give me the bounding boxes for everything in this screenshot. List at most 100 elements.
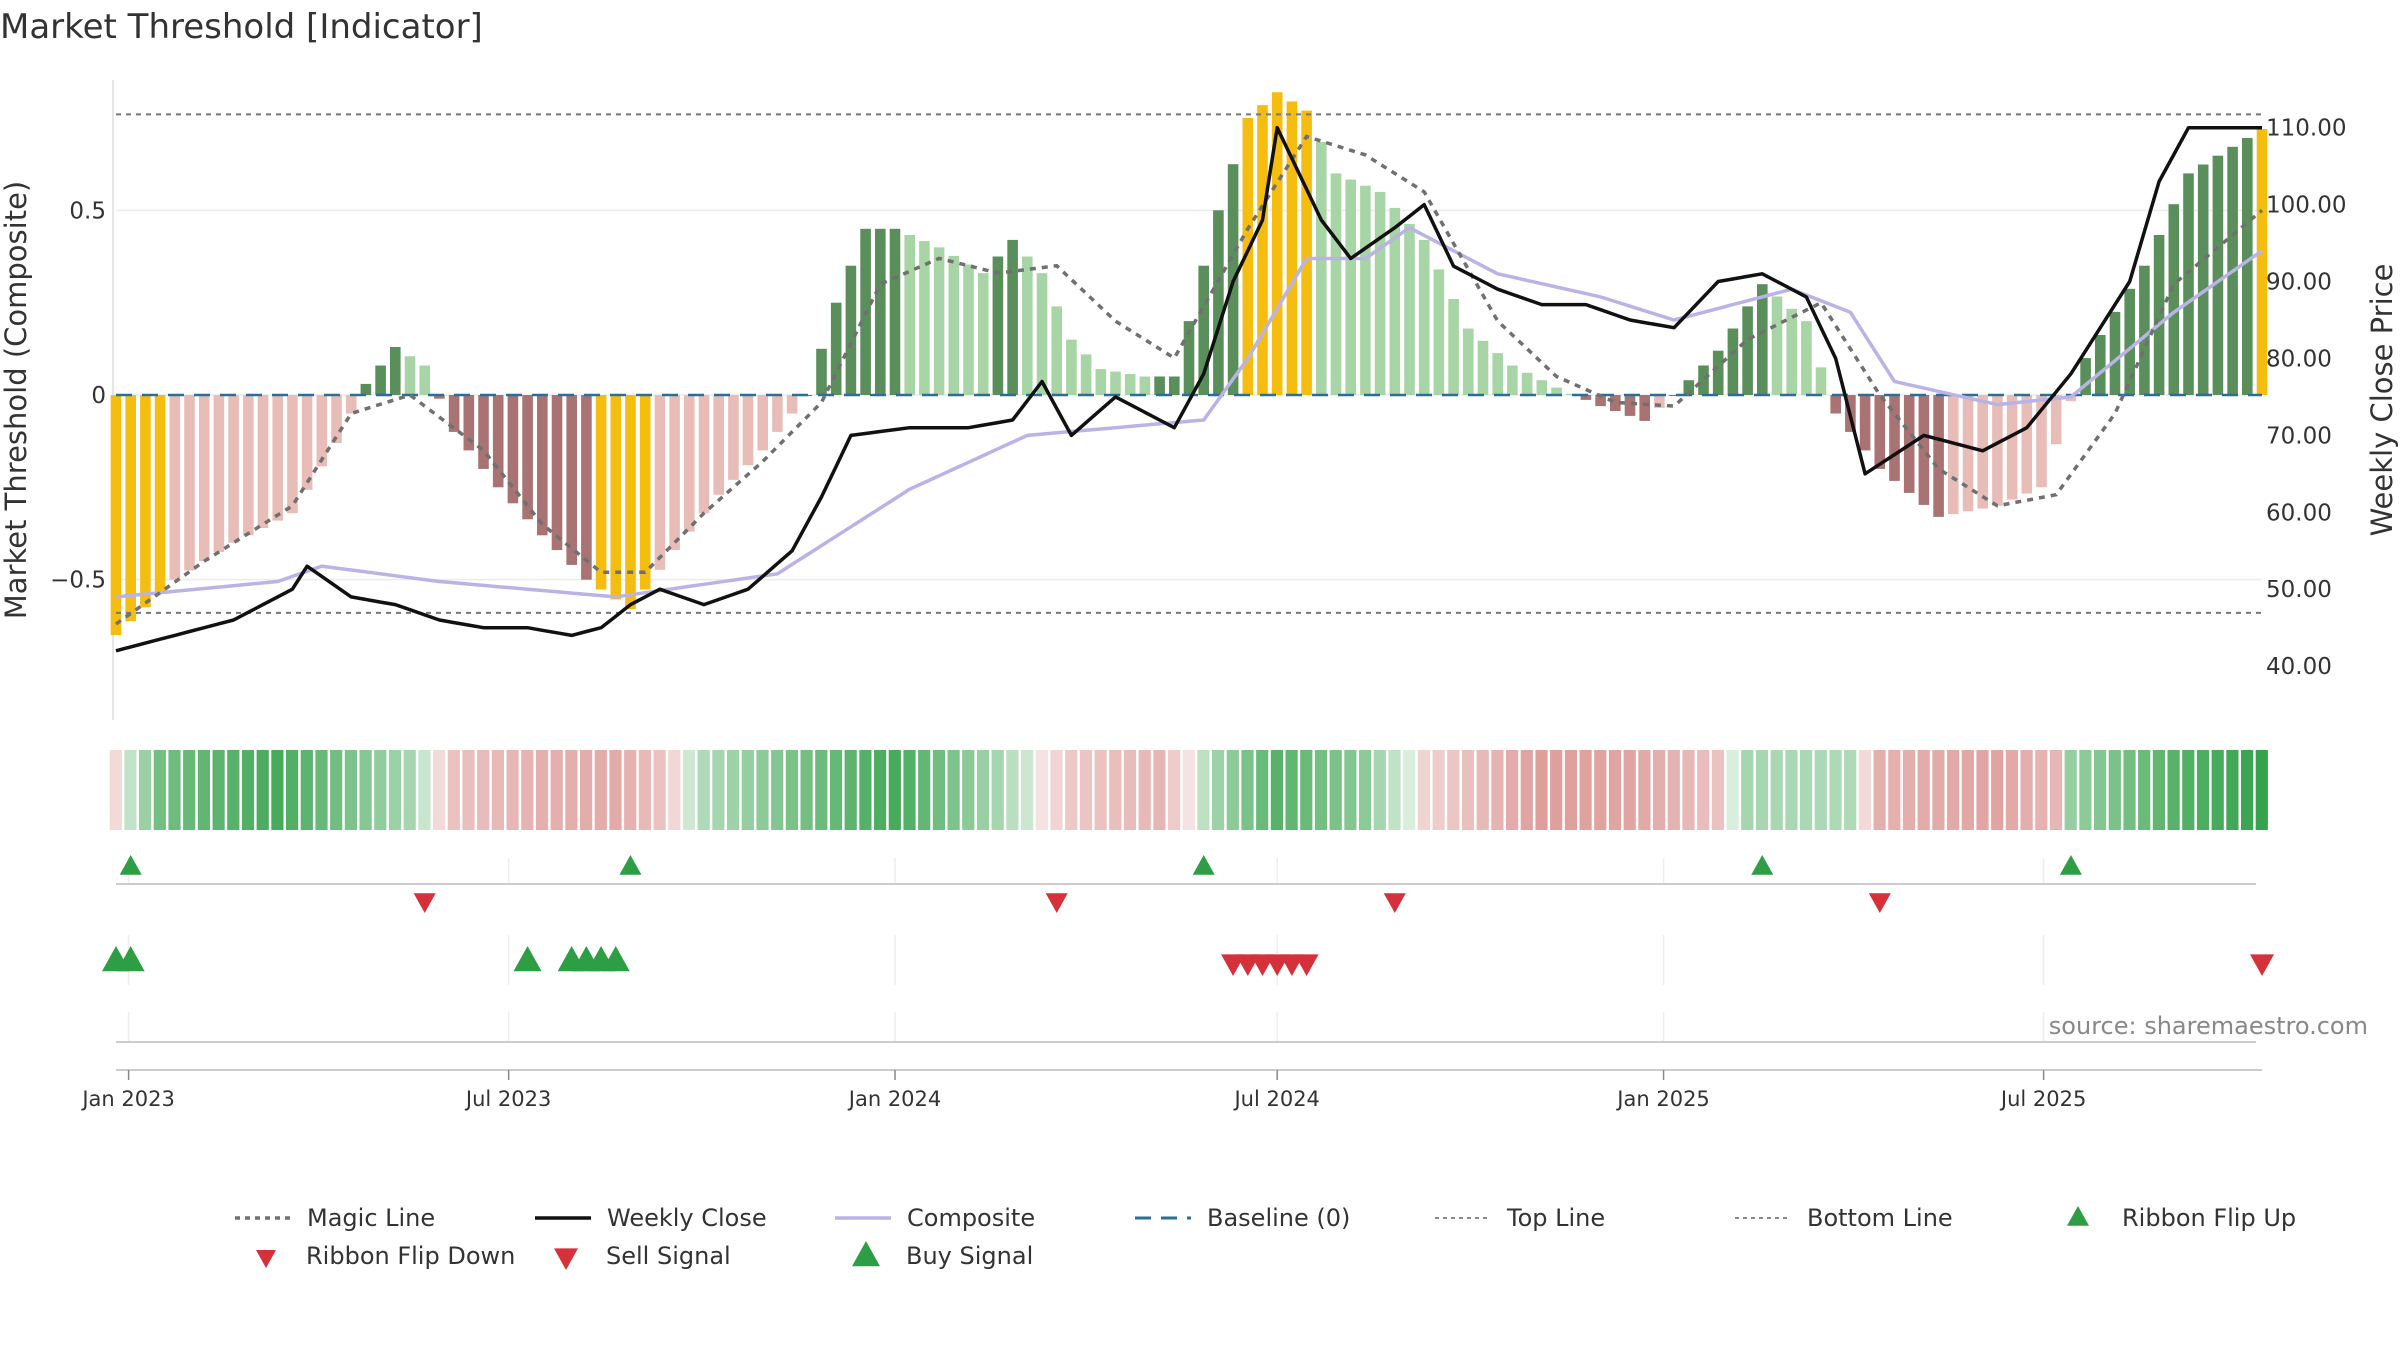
composite-bar-22 bbox=[434, 395, 445, 399]
ribbon-cell-17 bbox=[359, 750, 372, 830]
ribbon-cell-55 bbox=[918, 750, 931, 830]
buy-signal-marker-2 bbox=[513, 946, 542, 972]
ribbon-cell-41 bbox=[712, 750, 725, 830]
composite-bar-60 bbox=[992, 256, 1004, 395]
ribbon-cell-43 bbox=[741, 750, 754, 830]
ribbon-cell-14 bbox=[315, 750, 328, 830]
composite-bar-75 bbox=[1213, 210, 1224, 395]
ribbon-cell-145 bbox=[2241, 750, 2254, 830]
composite-bar-98 bbox=[1551, 387, 1562, 395]
ribbon-cell-98 bbox=[1550, 750, 1563, 830]
ribbon-cell-131 bbox=[2035, 750, 2048, 830]
composite-bar-105 bbox=[1654, 395, 1665, 408]
ribbon-cell-123 bbox=[1917, 750, 1930, 830]
ribbon-cell-9 bbox=[241, 750, 255, 830]
ribbon-cell-116 bbox=[1814, 750, 1827, 830]
legend-item-flipdown: Ribbon Flip Down bbox=[256, 1242, 515, 1270]
ribbon-cell-29 bbox=[535, 750, 549, 830]
ribbon-cell-67 bbox=[1094, 750, 1107, 830]
composite-bar-88 bbox=[1404, 223, 1415, 395]
legend-item-flipup: Ribbon Flip Up bbox=[2067, 1204, 2296, 1232]
ribbon-cell-68 bbox=[1109, 750, 1122, 830]
ribbon-cell-39 bbox=[682, 750, 696, 830]
composite-bar-125 bbox=[1948, 395, 1959, 515]
composite-bar-10 bbox=[257, 395, 269, 528]
signal-panel bbox=[102, 935, 2274, 985]
x-tick-label-5: Jul 2025 bbox=[1999, 1087, 2086, 1111]
composite-bar-58 bbox=[963, 264, 974, 395]
composite-bar-67 bbox=[1095, 369, 1107, 395]
composite-bar-77 bbox=[1242, 118, 1254, 395]
ribbon-cell-126 bbox=[1961, 750, 1974, 830]
ribbon-cell-89 bbox=[1417, 750, 1430, 830]
right-tick-label-4: 80.00 bbox=[2266, 346, 2332, 372]
ribbon-cell-91 bbox=[1447, 750, 1460, 830]
legend-label-sell: Sell Signal bbox=[606, 1242, 731, 1270]
composite-bar-57 bbox=[948, 255, 960, 395]
composite-bar-78 bbox=[1257, 105, 1268, 395]
composite-bar-99 bbox=[1565, 393, 1577, 395]
composite-bar-54 bbox=[904, 235, 915, 395]
weekly-close-line bbox=[115, 125, 2262, 653]
ribbon-cell-83 bbox=[1329, 750, 1342, 830]
ribbon-cell-8 bbox=[227, 750, 240, 830]
ribbon-cell-66 bbox=[1079, 750, 1092, 830]
ribbon-cell-78 bbox=[1256, 750, 1269, 830]
composite-bar-100 bbox=[1580, 395, 1592, 400]
left-axis-label: Market Threshold (Composite) bbox=[0, 181, 33, 619]
ribbon-cell-19 bbox=[388, 750, 402, 830]
ribbon-cell-18 bbox=[374, 750, 387, 830]
legend-item-bottom: Bottom Line bbox=[1735, 1204, 1953, 1232]
ribbon-flip-down-marker-1 bbox=[1045, 893, 1068, 913]
composite-bar-43 bbox=[742, 395, 754, 466]
ribbon-cell-22 bbox=[433, 750, 446, 830]
composite-bar-72 bbox=[1169, 376, 1180, 395]
ribbon-cell-63 bbox=[1035, 750, 1048, 830]
composite-bar-137 bbox=[2124, 288, 2135, 395]
legend-sell-icon bbox=[554, 1248, 578, 1270]
composite-bar-19 bbox=[390, 347, 401, 395]
ribbon-cell-110 bbox=[1726, 750, 1739, 830]
ribbon-cell-15 bbox=[330, 750, 343, 830]
ribbon-cell-6 bbox=[197, 750, 210, 830]
ribbon-cell-102 bbox=[1608, 750, 1622, 830]
composite-bar-65 bbox=[1066, 339, 1077, 395]
composite-bar-96 bbox=[1521, 372, 1533, 395]
ribbon-cell-128 bbox=[1991, 750, 2004, 830]
magic-line bbox=[114, 134, 2264, 626]
composite-bar-48 bbox=[816, 348, 827, 395]
composite-bar-80 bbox=[1286, 101, 1298, 396]
ribbon-flip-panel bbox=[116, 855, 2256, 913]
composite-bar-115 bbox=[1801, 321, 1812, 395]
x-tick-label-0: Jan 2023 bbox=[80, 1087, 175, 1111]
ribbon-cell-13 bbox=[300, 750, 313, 830]
composite-bar-93 bbox=[1477, 340, 1489, 395]
composite-bar-25 bbox=[478, 395, 489, 469]
composite-bar-68 bbox=[1110, 371, 1121, 395]
ribbon-cell-132 bbox=[2049, 750, 2063, 830]
composite-bar-46 bbox=[786, 395, 798, 414]
legend-flip-up-icon bbox=[2067, 1206, 2089, 1226]
composite-bar-8 bbox=[228, 395, 239, 543]
composite-bar-84 bbox=[1345, 179, 1356, 395]
composite-bar-87 bbox=[1389, 207, 1401, 395]
composite-bar-2 bbox=[140, 395, 151, 608]
ribbon-cell-137 bbox=[2123, 750, 2136, 830]
composite-bar-62 bbox=[1022, 256, 1033, 395]
composite-bar-50 bbox=[845, 265, 857, 395]
ribbon-cell-135 bbox=[2094, 750, 2107, 830]
composite-bar-32 bbox=[581, 395, 592, 580]
left-tick-label-1: 0 bbox=[91, 383, 106, 409]
composite-bar-0 bbox=[110, 395, 122, 636]
ribbon-cell-130 bbox=[2020, 750, 2033, 830]
composite-bar-82 bbox=[1316, 142, 1327, 395]
composite-bar-141 bbox=[2183, 173, 2194, 395]
ribbon-cell-27 bbox=[506, 750, 519, 830]
composite-bar-30 bbox=[551, 395, 563, 551]
ribbon-cell-138 bbox=[2138, 750, 2151, 830]
composite-bar-69 bbox=[1124, 374, 1136, 395]
ribbon-flip-down-marker-3 bbox=[1868, 893, 1891, 913]
ribbon-cell-64 bbox=[1050, 750, 1063, 830]
ribbon-cell-144 bbox=[2226, 750, 2239, 830]
ribbon-cell-28 bbox=[521, 750, 534, 830]
